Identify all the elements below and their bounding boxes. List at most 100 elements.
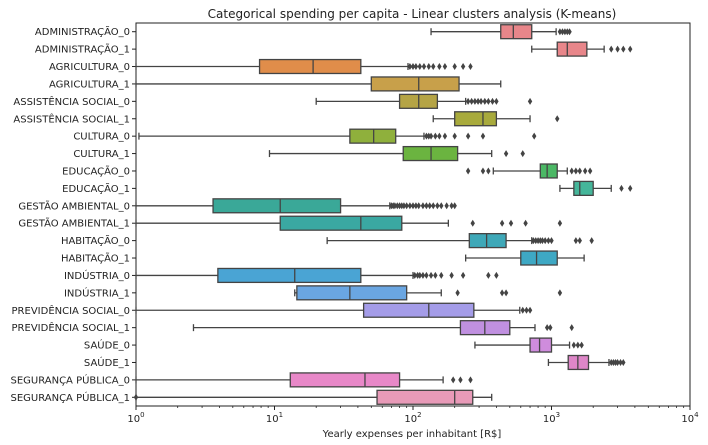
box-iqr: [289, 372, 401, 388]
y-tick-label: ASSISTÊNCIA SOCIAL_0: [13, 95, 130, 108]
box-row: SEGURANÇA PÚBLICA_1: [10, 389, 493, 405]
y-tick-label: AGRICULTURA_0: [49, 62, 130, 73]
box-row: HABITAÇÃO_0: [61, 232, 594, 249]
outlier-point: [520, 306, 525, 314]
outlier-point: [444, 202, 449, 210]
outlier-point: [424, 271, 429, 279]
y-tick-label: ASSISTÊNCIA SOCIAL_1: [13, 112, 130, 125]
outlier-point: [524, 306, 529, 314]
outlier-point: [470, 219, 475, 227]
x-tick-exponent: 2: [417, 411, 421, 419]
x-tick-label: 101: [266, 411, 283, 425]
box-row: CULTURA_1: [73, 145, 525, 162]
outlier-point: [417, 271, 423, 279]
outlier-point: [458, 376, 463, 384]
outlier-point: [428, 132, 434, 140]
y-tick-label: GESTÃO AMBIENTAL_0: [18, 199, 130, 212]
box-row: ASSISTÊNCIA SOCIAL_1: [13, 111, 560, 127]
outlier-point: [452, 202, 457, 210]
box-row: ADMINISTRAÇÃO_0: [35, 24, 572, 40]
box-row: GESTÃO AMBIENTAL_1: [18, 215, 563, 231]
outlier-point: [548, 324, 553, 332]
outlier-point: [571, 341, 577, 349]
outlier-point: [472, 97, 478, 105]
x-tick-exponent: 4: [694, 411, 699, 419]
outlier-point: [439, 271, 444, 279]
outlier-point: [527, 306, 533, 314]
chart-title: Categorical spending per capita - Linear…: [208, 7, 617, 21]
outlier-point: [486, 97, 491, 105]
box-iqr: [556, 41, 588, 57]
box-row: SAÚDE_1: [84, 354, 626, 371]
outlier-point: [573, 167, 579, 175]
y-tick-label: GESTÃO AMBIENTAL_1: [18, 217, 130, 230]
outlier-point: [404, 202, 409, 210]
outlier-point: [542, 237, 548, 245]
outlier-point: [449, 271, 454, 279]
plot-area: 100 101 102 103 104ADMINISTRAÇÃO_0ADMINISTRA…: [10, 22, 699, 425]
outlier-point: [465, 132, 471, 140]
outlier-point: [619, 184, 624, 192]
outlier-point: [520, 150, 525, 158]
box-row: INDÚSTRIA_1: [64, 285, 563, 301]
outlier-point: [452, 132, 457, 140]
outlier-point: [392, 202, 398, 210]
outlier-point: [442, 132, 448, 140]
y-tick-label: EDUCAÇÃO_1: [62, 182, 130, 195]
outlier-point: [546, 237, 551, 245]
outlier-point: [540, 237, 545, 245]
outlier-point: [407, 63, 413, 71]
outlier-point: [589, 237, 594, 245]
outlier-point: [410, 63, 416, 71]
y-tick-label: ADMINISTRAÇÃO_1: [35, 43, 130, 56]
outlier-point: [426, 132, 431, 140]
outlier-point: [442, 63, 448, 71]
outlier-point: [531, 132, 537, 140]
outlier-point: [486, 167, 491, 175]
box-iqr: [370, 76, 460, 92]
outlier-point: [426, 63, 431, 71]
box-iqr: [217, 267, 362, 284]
outlier-point: [412, 271, 417, 279]
outlier-point: [569, 167, 574, 175]
outlier-point: [407, 202, 413, 210]
outlier-point: [420, 202, 426, 210]
box-iqr: [573, 180, 594, 197]
box-iqr: [520, 250, 558, 266]
y-tick-label: PREVIDÊNCIA SOCIAL_1: [12, 321, 130, 334]
outlier-point: [579, 341, 584, 349]
y-tick-label: EDUCAÇÃO_0: [62, 164, 130, 177]
box-iqr: [454, 111, 498, 127]
outlier-point: [557, 289, 563, 297]
box-row: INDÚSTRIA_0: [64, 267, 499, 284]
x-tick-exponent: 0: [140, 411, 144, 419]
outlier-point: [569, 324, 574, 332]
outlier-point: [560, 28, 565, 36]
y-tick-label: CULTURA_1: [73, 149, 130, 160]
box-row: AGRICULTURA_0: [49, 58, 473, 75]
y-tick-label: PREVIDÊNCIA SOCIAL_0: [12, 304, 130, 317]
outlier-point: [433, 271, 438, 279]
outlier-point: [587, 167, 593, 175]
outlier-point: [627, 45, 633, 53]
box-iqr: [349, 128, 397, 144]
box-iqr: [500, 24, 533, 40]
outlier-point: [421, 63, 427, 71]
y-tick-label: AGRICULTURA_1: [49, 79, 130, 90]
outlier-point: [609, 45, 614, 53]
box-iqr: [539, 163, 558, 179]
box-row: CULTURA_0: [73, 128, 537, 144]
outlier-point: [567, 28, 572, 36]
outlier-point: [450, 376, 456, 384]
outlier-point: [410, 202, 416, 210]
box-row: PREVIDÊNCIA SOCIAL_1: [12, 320, 574, 336]
outlier-point: [544, 324, 550, 332]
outlier-point: [465, 97, 471, 105]
outlier-point: [582, 167, 588, 175]
outlier-point: [433, 132, 438, 140]
outlier-point: [490, 97, 495, 105]
outlier-point: [555, 115, 560, 123]
box-iqr: [296, 285, 408, 301]
outlier-point: [431, 202, 436, 210]
